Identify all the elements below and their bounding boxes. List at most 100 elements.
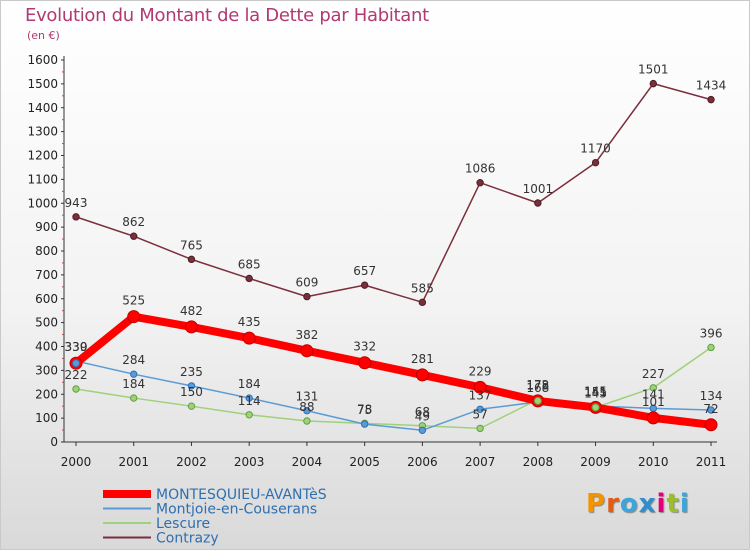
data-point xyxy=(187,382,196,390)
data-label: 382 xyxy=(295,328,318,342)
logo-letter: t xyxy=(666,489,680,519)
data-point xyxy=(649,79,657,88)
data-label: 1501 xyxy=(638,63,669,77)
data-point xyxy=(418,298,427,307)
data-label: 178 xyxy=(526,379,549,393)
y-tick-label: 1600 xyxy=(27,53,58,67)
data-point xyxy=(358,356,372,370)
data-label: 229 xyxy=(469,364,492,378)
data-point xyxy=(72,385,80,393)
data-point xyxy=(303,417,311,425)
data-label: 137 xyxy=(469,388,492,402)
data-point xyxy=(130,394,138,402)
data-point xyxy=(130,232,138,240)
data-label: 222 xyxy=(65,368,88,382)
logo-letter: r xyxy=(606,489,620,519)
data-label: 75 xyxy=(357,403,372,417)
data-label: 145 xyxy=(584,386,607,400)
data-label: 609 xyxy=(295,276,318,290)
data-point xyxy=(127,310,141,324)
data-label: 49 xyxy=(415,409,430,423)
logo-letter: P xyxy=(586,489,607,519)
data-point xyxy=(187,255,196,264)
data-point xyxy=(476,179,484,187)
x-tick-label: 2002 xyxy=(176,455,207,469)
data-label: 585 xyxy=(411,281,434,295)
data-label: 184 xyxy=(122,377,145,391)
x-tick-label: 2010 xyxy=(638,455,669,469)
data-label: 172 xyxy=(526,378,549,392)
overlap-point xyxy=(72,359,80,368)
legend-label: Contrazy xyxy=(156,531,219,547)
y-tick-label: 1000 xyxy=(27,196,58,210)
y-tick-label: 400 xyxy=(35,340,58,354)
data-label: 435 xyxy=(238,315,261,329)
legend-label: Montjoie-en-Couserans xyxy=(156,502,317,518)
data-point xyxy=(707,406,715,414)
data-point xyxy=(245,394,253,402)
data-point xyxy=(473,380,487,394)
data-label: 685 xyxy=(238,257,261,271)
data-point xyxy=(242,331,256,345)
data-point xyxy=(303,407,311,415)
logo-letter: i xyxy=(656,489,667,519)
data-label: 151 xyxy=(584,385,607,399)
data-label: 862 xyxy=(122,215,145,229)
series-line xyxy=(72,312,716,429)
data-label: 765 xyxy=(180,238,203,252)
data-label: 235 xyxy=(180,365,203,379)
data-label: 57 xyxy=(472,407,487,421)
legend-label: Lescure xyxy=(156,516,210,532)
y-tick-label: 600 xyxy=(35,292,58,306)
x-tick-label: 2004 xyxy=(292,455,323,469)
data-label: 101 xyxy=(642,395,665,409)
data-label: 657 xyxy=(353,264,376,278)
y-tick-label: 900 xyxy=(35,220,58,234)
y-tick-label: 300 xyxy=(35,363,58,377)
data-label: 281 xyxy=(411,352,434,366)
data-point xyxy=(534,199,542,207)
data-label: 68 xyxy=(415,405,430,419)
chart-unit-label: (en €) xyxy=(27,29,60,42)
x-tick-label: 2011 xyxy=(696,455,727,469)
y-tick-label: 200 xyxy=(35,387,58,401)
data-label: 943 xyxy=(65,196,88,210)
x-tick-label: 2009 xyxy=(580,455,611,469)
y-tick-label: 1500 xyxy=(27,77,58,91)
data-label: 1170 xyxy=(580,142,611,156)
y-tick-label: 1200 xyxy=(27,149,58,163)
data-label: 150 xyxy=(180,385,203,399)
y-tick-label: 700 xyxy=(35,268,58,282)
chart-title: Evolution du Montant de la Dette par Hab… xyxy=(25,5,429,26)
data-label: 114 xyxy=(238,394,261,408)
data-point xyxy=(245,411,253,419)
data-label: 141 xyxy=(642,387,665,401)
data-label: 1001 xyxy=(523,182,554,196)
x-tick-label: 2001 xyxy=(118,455,149,469)
y-tick-label: 100 xyxy=(35,411,58,425)
x-tick-label: 2005 xyxy=(349,455,380,469)
data-label: 339 xyxy=(65,340,88,354)
data-point xyxy=(591,158,600,167)
data-point xyxy=(130,370,138,378)
data-point xyxy=(72,213,80,221)
chart-legend: MONTESQUIEU-AVANTèSMontjoie-en-Couserans… xyxy=(103,487,327,547)
data-label: 1086 xyxy=(465,162,496,176)
data-label: 330 xyxy=(65,340,88,354)
x-tick-label: 2000 xyxy=(61,455,92,469)
data-point xyxy=(187,402,196,410)
x-tick-label: 2003 xyxy=(234,455,265,469)
logo-letter: x xyxy=(638,489,657,519)
data-point xyxy=(707,95,715,104)
data-label: 134 xyxy=(700,389,723,403)
data-label: 72 xyxy=(703,402,718,416)
data-label: 88 xyxy=(299,400,314,414)
data-label: 332 xyxy=(353,340,376,354)
overlap-point xyxy=(591,403,600,412)
data-point xyxy=(184,320,198,334)
y-tick-label: 800 xyxy=(35,244,58,258)
data-label: 184 xyxy=(238,377,261,391)
data-label: 525 xyxy=(122,294,145,308)
data-point xyxy=(245,274,253,283)
